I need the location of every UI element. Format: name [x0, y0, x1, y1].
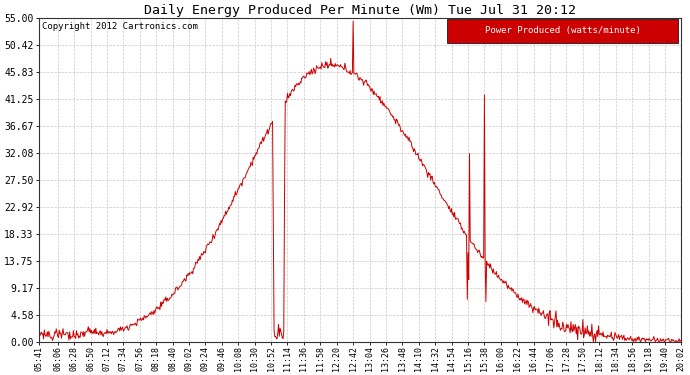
- FancyBboxPatch shape: [447, 19, 678, 43]
- Text: Copyright 2012 Cartronics.com: Copyright 2012 Cartronics.com: [42, 22, 198, 31]
- Title: Daily Energy Produced Per Minute (Wm) Tue Jul 31 20:12: Daily Energy Produced Per Minute (Wm) Tu…: [144, 4, 576, 17]
- Text: Power Produced (watts/minute): Power Produced (watts/minute): [484, 27, 640, 36]
